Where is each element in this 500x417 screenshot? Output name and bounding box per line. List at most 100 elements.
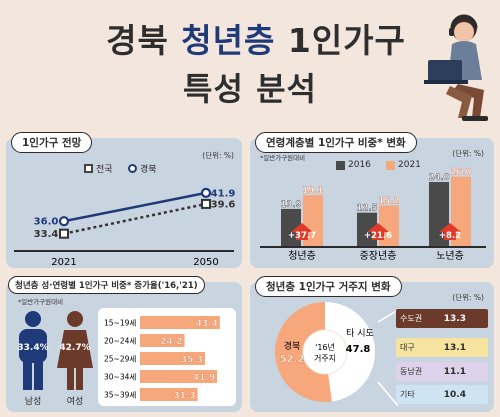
region-other: 기타 10.4 (396, 385, 488, 404)
pie-slice-value: 52.2 (280, 354, 305, 365)
panel-residence-unit: (단위: %) (452, 293, 484, 302)
region-capital: 수도권 13.3 (396, 309, 488, 328)
data-label: 12.5 (357, 204, 378, 214)
data-label: 24.0 (429, 173, 450, 183)
region-other-value: 10.4 (443, 389, 466, 400)
x-axis-line (260, 246, 486, 248)
panel-age-share-title: 연령계층별 1인가구 비중* 변화 (255, 132, 417, 153)
panel-forecast: 1인가구 전망 (단위: %) 전국 경북 2021 2050 33.4 39.6 36… (6, 132, 242, 268)
panel-youth-growth-title: 청년층 성·연령별 1인가구 비중* 증가율('16,'21) (8, 276, 205, 294)
panel-forecast-title: 1인가구 전망 (11, 132, 93, 153)
male-label: 남성 (24, 397, 42, 407)
growth-arrow-icon (291, 223, 313, 240)
region-southeast-value: 11.1 (443, 366, 466, 377)
panel-youth-growth: 청년층 성·연령별 1인가구 비중* 증가율('16,'21) *일반가구원대비… (6, 276, 242, 412)
panel-age-share-note: *일반가구원대비 (260, 154, 306, 162)
data-label: 15.2 (379, 196, 400, 206)
pie-slice-타 시도 (325, 302, 375, 402)
y-tick-label: 30~34세 (104, 373, 136, 382)
x-tick-label: 청년층 (288, 250, 316, 262)
growth-arrow-icon (367, 223, 389, 240)
page-subtitle: 특성 분석 (183, 70, 317, 108)
x-axis-line (14, 250, 234, 252)
region-daegu: 대구 13.1 (396, 338, 488, 357)
panel-residence: 청년층 1인가구 거주지 변화 (단위: %) '16년 거주지 경북 52.2 타 시… (250, 276, 494, 412)
title-part: 경북 (106, 21, 182, 60)
series-line-전국 (63, 202, 207, 235)
female-value: 42.7% (59, 343, 91, 353)
x-tick-label: 중장년층 (360, 250, 397, 262)
person-laptop-illustration (424, 14, 488, 121)
pie-hole (302, 329, 348, 375)
panel-youth-growth-note: *일반가구원대비 (18, 298, 64, 306)
data-label: 24.2 (160, 337, 182, 347)
pie-slice-label: 타 시도 (346, 328, 374, 339)
hbar (140, 370, 218, 383)
legend-square-icon (336, 160, 345, 170)
pie-slice-value: 47.8 (346, 344, 371, 355)
panel-age-share: 연령계층별 1인가구 비중* 변화 *일반가구원대비 (단위: %) 2016 … (250, 132, 494, 268)
title-part: 1인가구 (275, 21, 406, 60)
x-tick-label: 2050 (193, 257, 218, 268)
connector-line (377, 309, 399, 407)
title-highlight: 청년층 (181, 21, 276, 60)
data-label: 41.9 (211, 188, 236, 199)
region-other-label: 기타 (400, 390, 415, 399)
x-tick-label: 2021 (51, 257, 76, 268)
legend-2016: 2016 (336, 160, 371, 170)
data-label: 19.1 (303, 186, 324, 196)
data-label: 31.3 (173, 391, 195, 401)
data-label: 35.3 (181, 355, 203, 365)
y-tick-label: 35~39세 (104, 391, 136, 400)
hbar (140, 334, 185, 347)
legend-2016-label: 2016 (348, 160, 371, 170)
legend-national: 전국 (84, 162, 113, 175)
hbar (140, 352, 205, 365)
region-southeast: 동남권 11.1 (396, 362, 488, 381)
pie-slice-label: 경북 (284, 340, 301, 352)
data-label: 36.0 (34, 217, 59, 228)
y-tick-label: 15~19세 (104, 319, 136, 328)
legend-square-icon (386, 160, 395, 170)
growth-label: +37.7 (288, 231, 316, 241)
grouped-bar-chart: 13.919.1 +37.7 청년층 12.515.2 +21.6 중장년층 24.026.… (260, 167, 486, 262)
legend-gyeongbuk: 경북 (128, 162, 157, 175)
panel-residence-title: 청년층 1인가구 거주지 변화 (255, 276, 402, 297)
legend-2021-label: 2021 (398, 160, 421, 170)
hbar (140, 388, 198, 401)
region-capital-label: 수도권 (400, 314, 423, 323)
region-daegu-label: 대구 (400, 343, 415, 352)
data-label: 33.4 (34, 229, 59, 240)
data-label: 41.9 (193, 373, 215, 383)
female-figure-icon (57, 311, 93, 390)
x-tick-label: 노년층 (436, 250, 464, 262)
age-bar-panel: 15~19세 43.4 20~24세 24.2 25~29세 35.3 30~34세 41.9… (98, 308, 236, 406)
data-point (201, 198, 211, 209)
growth-arrow-icon (439, 223, 461, 240)
legend-circle-icon (128, 164, 137, 173)
series-line-경북 (63, 191, 207, 223)
panel-age-share-unit: (단위: %) (452, 149, 484, 158)
region-daegu-value: 13.1 (443, 342, 466, 353)
line-chart: 2021 2050 33.4 39.6 36.0 41.9 (14, 187, 236, 268)
legend-square-icon (84, 164, 93, 173)
pie-center-label: '16년 (315, 342, 335, 352)
legend-national-label: 전국 (96, 165, 113, 175)
male-figure-icon (19, 311, 47, 390)
hbar (140, 316, 220, 329)
legend-gyeongbuk-label: 경북 (140, 165, 157, 175)
data-point (59, 228, 69, 239)
data-label: 26.0 (451, 168, 472, 178)
data-point (200, 187, 212, 198)
data-label: 43.4 (196, 319, 218, 329)
legend-2021: 2021 (386, 160, 421, 170)
region-capital-value: 13.3 (443, 313, 466, 324)
region-southeast-label: 동남권 (400, 367, 423, 376)
data-label: 39.6 (211, 199, 236, 210)
female-label: 여성 (66, 397, 84, 407)
y-tick-label: 20~24세 (104, 337, 136, 346)
y-tick-label: 25~29세 (104, 355, 136, 364)
horizontal-bar-chart: 15~19세 43.4 20~24세 24.2 25~29세 35.3 30~34세 41.9… (104, 316, 220, 401)
data-point (58, 216, 70, 227)
